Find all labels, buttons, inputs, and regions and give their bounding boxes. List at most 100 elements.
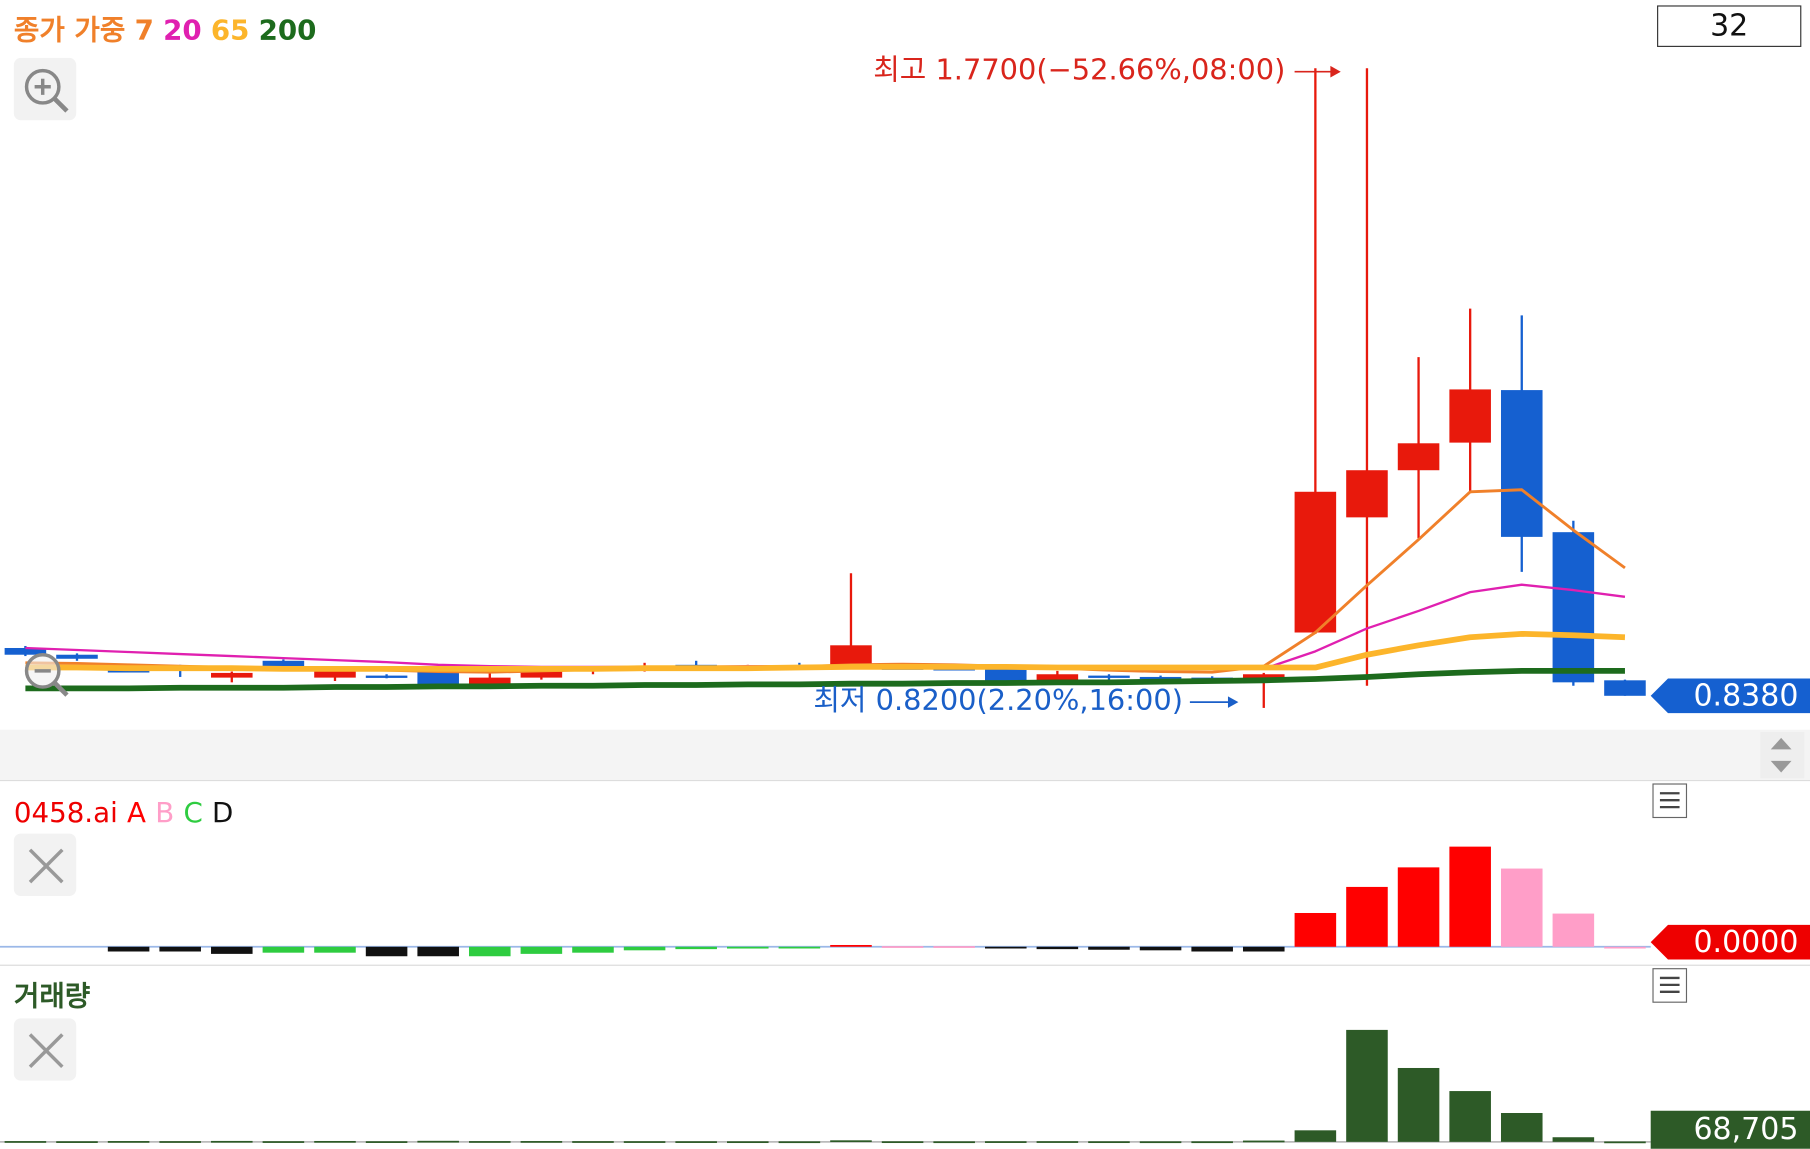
bar (881, 1141, 924, 1144)
bar (623, 946, 666, 951)
candle-body (211, 672, 253, 678)
candle-body (314, 668, 356, 678)
bar (727, 946, 769, 949)
bar (572, 1141, 614, 1143)
zoom-in-button[interactable] (13, 57, 77, 121)
bar (1294, 1130, 1337, 1142)
bar (469, 946, 511, 957)
current-value-label: 0.0000 (1693, 925, 1798, 960)
bar (262, 946, 305, 953)
candle-body (365, 675, 408, 678)
bar (778, 946, 821, 949)
indicator-menu-button[interactable] (1652, 783, 1688, 819)
bar (830, 944, 872, 947)
bar (365, 1141, 408, 1143)
candle-count-box[interactable] (1657, 5, 1802, 47)
bar (520, 946, 563, 954)
scroll-arrows[interactable] (1760, 732, 1805, 779)
close-indicator-button[interactable] (13, 833, 77, 896)
volume-title: 거래량 (14, 980, 91, 1013)
bar (1397, 867, 1440, 947)
bar (469, 1141, 511, 1143)
candle-body (1242, 674, 1285, 680)
bar (1036, 946, 1079, 950)
legend-entry: B (155, 796, 174, 829)
bar (159, 946, 201, 952)
candle-body (1397, 443, 1440, 471)
indicator-title: 0458.ai (14, 796, 118, 829)
candle-body (1449, 389, 1491, 443)
bar (1604, 1141, 1646, 1144)
bar (1191, 1141, 1233, 1144)
legend-entry: C (183, 796, 202, 829)
bar (572, 946, 614, 953)
candle-body (1088, 675, 1130, 678)
marks-layer (0, 68, 1651, 1144)
candle-body (1604, 680, 1646, 696)
low-arrowhead (1227, 696, 1239, 708)
current-value-label: 68,705 (1693, 1112, 1798, 1147)
candle-count: 32 (1710, 8, 1748, 43)
high-annotation: 최고 1.7700(−52.66%,08:00) (873, 53, 1285, 87)
bar (881, 946, 924, 948)
bar (1346, 1029, 1388, 1142)
candle-body (4, 647, 47, 655)
volume-menu-button[interactable] (1652, 968, 1688, 1003)
current-value-tag (1650, 924, 1810, 960)
bar (675, 946, 717, 950)
bar (211, 1140, 253, 1143)
legend-entry: D (212, 796, 233, 829)
bar (984, 1141, 1027, 1143)
bar (1088, 946, 1130, 950)
candle-body (1139, 676, 1182, 680)
candle-body (1500, 390, 1543, 537)
bar (1242, 946, 1285, 952)
bar (107, 946, 150, 952)
close-volume-button[interactable] (13, 1018, 77, 1081)
labels-layer: 종가 가중 7 20 65 200 최고 1.7700(−52.66%,08:00) 최저 … (14, 13, 1810, 1149)
bar (159, 1141, 201, 1143)
bar (314, 1140, 356, 1143)
candle-body (1294, 491, 1337, 633)
bar (933, 1141, 975, 1144)
candle-body (520, 668, 563, 678)
bar (1242, 1140, 1285, 1143)
bar (984, 946, 1027, 949)
candle-body (984, 668, 1027, 683)
current-value-tag (1650, 1110, 1810, 1149)
bar (778, 1141, 821, 1144)
bar (1088, 1141, 1130, 1144)
high-arrowhead (1330, 65, 1341, 78)
candle-body (1552, 532, 1595, 683)
bar (262, 1141, 305, 1143)
bar (520, 1141, 563, 1143)
bar (675, 1141, 717, 1143)
x-axis-band (0, 729, 1810, 781)
bar (4, 1141, 47, 1143)
bar (1397, 1067, 1440, 1142)
zoom-out-button[interactable] (24, 652, 69, 697)
bar (830, 1140, 872, 1143)
bar (1552, 913, 1595, 947)
bar (314, 946, 356, 953)
legend-entry: A (127, 796, 146, 829)
candle-body (1036, 674, 1079, 683)
candle-body (417, 668, 459, 688)
legend: 0458.ai A B C D (14, 796, 234, 829)
candle-body (56, 654, 98, 659)
moving-average-line (25, 583, 1626, 671)
bar (1346, 886, 1388, 947)
candle-body (830, 645, 872, 669)
bar (1552, 1137, 1595, 1142)
legend-entry: 7 (135, 13, 154, 46)
bar (1139, 1141, 1182, 1144)
legend-label: 종가 가중 (14, 13, 126, 46)
bar (211, 946, 253, 954)
bar (1294, 912, 1337, 947)
low-annotation: 최저 0.8200(2.20%,16:00) (813, 683, 1183, 717)
legend-entry: 65 (211, 13, 250, 46)
bar (417, 1140, 459, 1143)
current-value-label: 0.8380 (1693, 678, 1798, 713)
bar (56, 1141, 98, 1143)
